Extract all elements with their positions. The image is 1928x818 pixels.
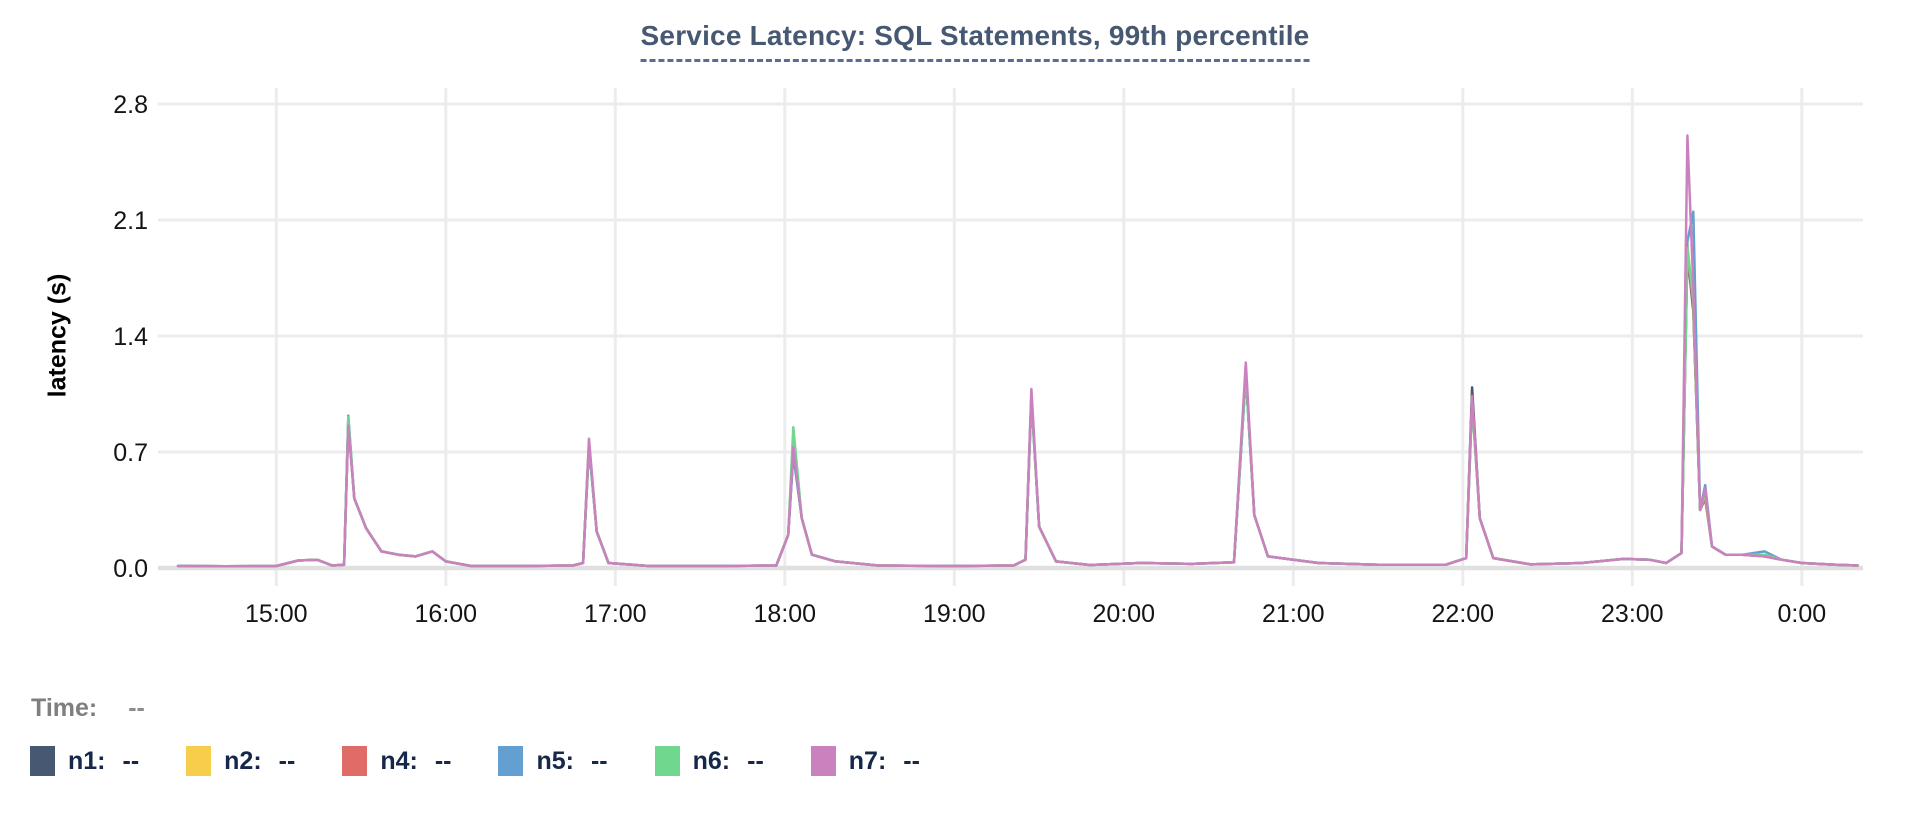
legend-swatch-n1	[30, 746, 55, 776]
legend-swatch-n6	[654, 746, 680, 776]
legend-value: --	[590, 747, 608, 775]
x-tick-label: 19:00	[923, 600, 986, 628]
legend-item-n5: n5: --	[498, 746, 608, 776]
series-line-n7	[176, 134, 1859, 568]
legend-swatch-n7	[810, 746, 836, 776]
series-line-n2	[176, 243, 1859, 568]
chart-title[interactable]: Service Latency: SQL Statements, 99th pe…	[640, 20, 1310, 62]
legend-item-n6: n6: --	[654, 746, 764, 776]
legend-swatch-n4	[342, 746, 368, 776]
series-line-n6	[176, 246, 1859, 568]
series-line-n1	[176, 251, 1859, 568]
legend-name: n6:	[692, 747, 731, 775]
series-line-n4	[176, 248, 1859, 568]
legend-name: n2:	[224, 747, 262, 775]
hover-time-row: Time: --	[31, 694, 145, 723]
legend-item-n2: n2: --	[186, 746, 295, 776]
legend-item-n1: n1: --	[30, 746, 139, 776]
x-tick-label: 17:00	[584, 600, 647, 628]
x-tick-label: 20:00	[1093, 600, 1156, 628]
legend-name: n4:	[380, 747, 418, 775]
legend-value: --	[278, 747, 296, 775]
legend-value: --	[903, 747, 920, 775]
x-tick-label: 18:00	[754, 600, 817, 628]
legend-name: n1:	[68, 747, 106, 775]
legend-item-n4: n4: --	[342, 746, 451, 776]
y-tick-label: 0.0	[113, 555, 148, 583]
legend-swatch-n5	[498, 746, 524, 776]
time-label: Time:	[31, 694, 98, 722]
y-tick-label: 2.8	[113, 91, 148, 119]
y-tick-label: 0.7	[113, 439, 148, 467]
x-tick-label: 16:00	[415, 600, 478, 628]
legend-value: --	[122, 747, 140, 775]
x-tick-label: 0:00	[1777, 600, 1826, 628]
series-line-n5	[176, 210, 1859, 568]
legend-value: --	[434, 747, 452, 775]
x-tick-label: 22:00	[1432, 600, 1495, 628]
time-value: --	[128, 694, 145, 722]
chart-title-wrap: Service Latency: SQL Statements, 99th pe…	[640, 20, 1310, 62]
x-tick-label: 15:00	[245, 600, 308, 628]
legend-name: n7:	[848, 747, 887, 775]
legend-swatch-n2	[186, 746, 212, 776]
x-tick-label: 23:00	[1601, 600, 1664, 628]
legend-value: --	[747, 747, 764, 775]
y-axis-label: latency (s)	[43, 273, 72, 398]
legend-item-n7: n7: --	[810, 746, 920, 776]
y-tick-label: 1.4	[113, 323, 148, 351]
series-legend: n1: -- n2: -- n4: -- n5: -- n6: -- n7: --	[30, 746, 967, 776]
y-tick-label: 2.1	[113, 207, 148, 235]
x-tick-label: 21:00	[1262, 600, 1325, 628]
legend-name: n5:	[536, 747, 574, 775]
